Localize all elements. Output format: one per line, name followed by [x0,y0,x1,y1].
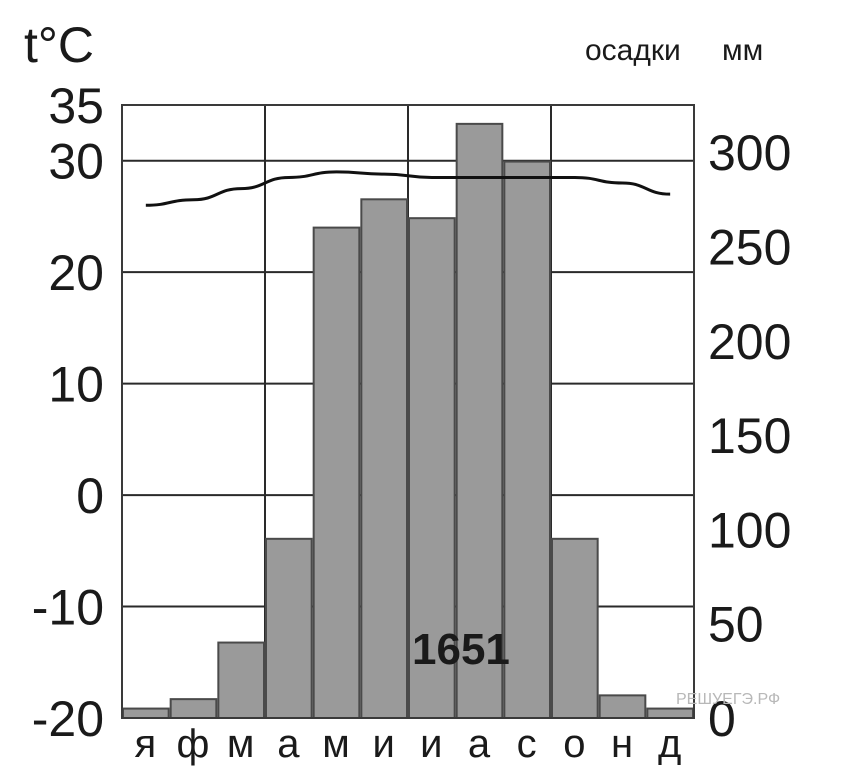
month-label: а [277,722,300,766]
precipitation-bar [312,226,361,719]
month-label: я [134,722,157,766]
month-label: и [420,722,443,766]
precipitation-bar [646,707,694,719]
month-label: н [611,722,634,766]
precipitation-bar [551,537,599,719]
right-tick-label: 100 [708,502,791,558]
month-label: м [322,722,351,766]
month-label: о [563,722,586,766]
month-label: д [658,722,682,766]
month-label: и [372,722,395,766]
month-label: ф [177,722,211,766]
right-tick-label: 150 [708,408,791,464]
plot-frame [121,104,695,719]
month-label: м [227,722,256,766]
left-tick-label: 35 [48,78,104,134]
precipitation-bar [169,698,218,720]
right-tick-label: 200 [708,314,791,370]
left-axis-unit: t°C [24,17,94,73]
left-tick-label: -10 [32,580,104,636]
left-tick-label: 0 [76,468,104,524]
right-tick-label: 0 [708,691,736,747]
right-tick-label: 300 [708,125,791,181]
right-tick-label: 250 [708,219,791,275]
precipitation-bar [122,707,170,719]
month-label: а [468,722,491,766]
left-tick-label: 10 [48,357,104,413]
watermark: РЕШУЕГЭ.РФ [676,691,780,708]
month-label: с [517,722,538,766]
left-tick-label: 20 [48,245,104,301]
left-tick-label: 30 [48,134,104,190]
precipitation-bar [360,198,409,720]
precipitation-bar [503,160,552,720]
annual-precipitation-total: 1651 [412,625,510,674]
right-axis-unit: мм [722,34,763,67]
precipitation-bar [598,694,647,719]
precipitation-bar [408,217,456,720]
temperature-line [145,170,671,207]
right-tick-label: 50 [708,597,764,653]
left-tick-label: -20 [32,691,104,747]
precipitation-bar [217,641,265,719]
precipitation-bar [265,537,313,719]
right-axis-title: осадки [585,34,681,67]
